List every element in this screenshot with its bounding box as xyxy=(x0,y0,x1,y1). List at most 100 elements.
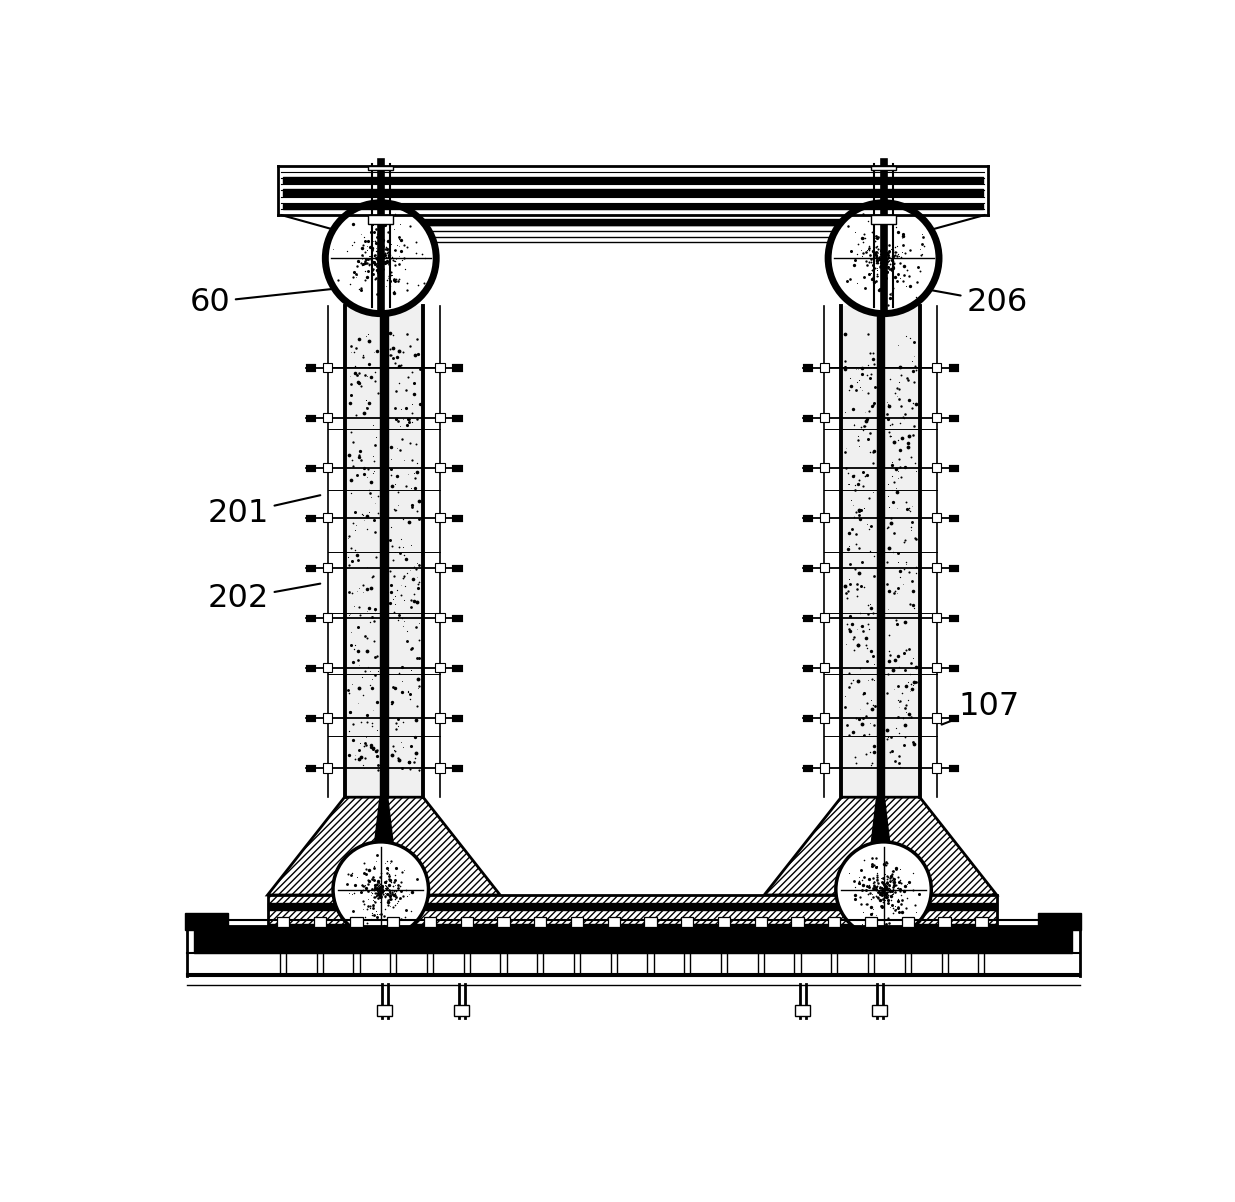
Bar xyxy=(792,917,804,927)
Bar xyxy=(436,664,445,672)
Bar xyxy=(452,364,462,370)
Bar xyxy=(820,413,829,422)
Bar xyxy=(368,215,393,225)
Polygon shape xyxy=(864,797,895,895)
Bar xyxy=(436,463,445,472)
Bar xyxy=(452,665,462,671)
Bar xyxy=(932,563,941,572)
Text: 201: 201 xyxy=(207,495,320,529)
Bar xyxy=(948,614,958,621)
Bar xyxy=(948,364,958,370)
Bar xyxy=(820,363,829,373)
Bar xyxy=(314,917,326,927)
Bar xyxy=(932,413,941,422)
Bar xyxy=(755,917,767,927)
Bar xyxy=(884,307,918,797)
Bar xyxy=(871,215,895,225)
Bar xyxy=(306,415,315,421)
Bar xyxy=(436,713,445,722)
Bar xyxy=(820,613,829,623)
Bar xyxy=(436,513,445,523)
Bar xyxy=(387,917,399,927)
Bar xyxy=(324,363,332,373)
Bar xyxy=(461,917,473,927)
Bar xyxy=(306,364,315,370)
Bar xyxy=(803,614,811,621)
Circle shape xyxy=(829,203,939,314)
Bar xyxy=(948,565,958,571)
Polygon shape xyxy=(268,797,500,895)
Bar xyxy=(871,166,895,171)
Text: 107: 107 xyxy=(941,691,1020,725)
Text: 206: 206 xyxy=(915,286,1028,317)
Bar xyxy=(452,764,462,770)
Bar xyxy=(803,764,811,770)
Bar xyxy=(902,917,914,927)
Bar xyxy=(346,307,380,797)
Bar xyxy=(948,464,958,471)
Bar xyxy=(324,563,332,572)
Bar xyxy=(324,713,332,722)
Circle shape xyxy=(333,841,429,938)
Bar xyxy=(452,415,462,421)
Bar xyxy=(948,415,958,421)
Bar xyxy=(452,464,462,471)
Bar xyxy=(803,565,811,571)
Bar xyxy=(682,917,694,927)
Bar xyxy=(351,917,363,927)
Bar xyxy=(306,665,315,671)
Bar xyxy=(436,763,445,773)
Bar xyxy=(842,307,877,797)
Bar xyxy=(803,415,811,421)
Bar xyxy=(872,1005,888,1016)
Bar xyxy=(388,307,421,797)
Bar xyxy=(306,464,315,471)
Bar xyxy=(498,917,510,927)
Bar xyxy=(452,565,462,571)
Bar xyxy=(932,513,941,523)
Bar xyxy=(436,563,445,572)
Bar xyxy=(306,514,315,520)
Bar xyxy=(1037,912,1082,929)
Bar xyxy=(277,917,289,927)
Bar xyxy=(948,665,958,671)
Bar xyxy=(268,895,997,926)
Bar xyxy=(803,464,811,471)
Bar xyxy=(976,917,988,927)
Bar xyxy=(324,664,332,672)
Bar xyxy=(803,665,811,671)
Bar xyxy=(718,917,730,927)
Bar xyxy=(795,1005,810,1016)
Polygon shape xyxy=(368,797,399,895)
Bar xyxy=(803,514,811,520)
Bar xyxy=(424,917,436,927)
Bar xyxy=(306,614,315,621)
Bar xyxy=(436,413,445,422)
Text: 60: 60 xyxy=(189,286,351,317)
Bar xyxy=(306,764,315,770)
Text: 202: 202 xyxy=(207,583,320,614)
Bar xyxy=(377,1005,393,1016)
Bar xyxy=(820,563,829,572)
Bar xyxy=(803,364,811,370)
Bar xyxy=(820,463,829,472)
Bar xyxy=(939,917,951,927)
Bar xyxy=(436,363,445,373)
Bar xyxy=(645,917,657,927)
Polygon shape xyxy=(764,797,997,895)
Bar xyxy=(454,1005,469,1016)
Bar xyxy=(820,763,829,773)
Bar xyxy=(820,513,829,523)
Bar xyxy=(324,763,332,773)
Bar xyxy=(452,715,462,721)
Bar xyxy=(436,613,445,623)
Bar xyxy=(820,713,829,722)
Circle shape xyxy=(836,841,931,938)
Bar xyxy=(324,613,332,623)
Bar xyxy=(571,917,583,927)
Bar xyxy=(948,764,958,770)
Bar xyxy=(948,514,958,520)
Bar xyxy=(185,912,227,929)
Bar xyxy=(452,514,462,520)
Bar xyxy=(932,363,941,373)
